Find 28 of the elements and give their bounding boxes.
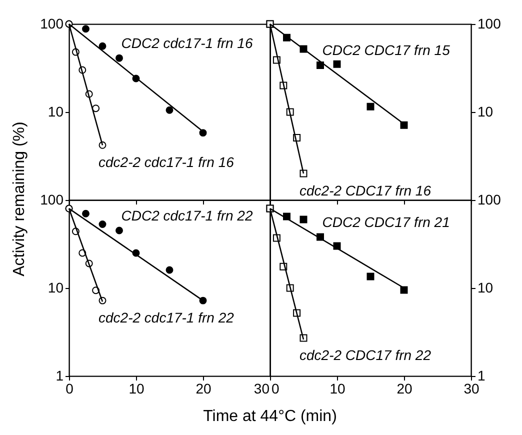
x-tick-label: 20 [196,380,212,396]
y-axis-title: Activity remaining (%) [11,120,29,278]
y-tick-label: 1 [478,368,486,384]
series-label: cdc2-2 cdc17-1 frn 16 [98,154,234,170]
y-tick-label: 100 [40,192,64,208]
y-tick-label: 100 [478,16,502,32]
series-label: cdc2-2 CDC17 frn 16 [300,182,432,199]
series-label: CDC2 cdc17-1 frn 22 [121,208,253,224]
series-label: CDC2 cdc17-1 frn 16 [121,35,253,52]
series-label: CDC2 CDC17 frn 15 [322,42,450,58]
y-tick-label: 100 [40,16,64,32]
series-label: cdc2-2 cdc17-1 frn 22 [98,310,234,326]
y-tick-label: 10 [48,104,64,120]
y-tick-label: 10 [478,280,494,296]
x-tick-label: 20 [396,380,412,396]
y-tick-label: 1 [56,368,64,384]
x-tick-label: 30 [464,380,480,396]
y-tick-label: 100 [478,192,502,208]
x-tick-label: 0 [66,380,74,396]
series-label: CDC2 CDC17 frn 21 [322,214,450,230]
x-tick-label: 10 [330,380,346,396]
x-axis-title: Time at 44°C (min) [202,408,338,426]
x-tick-label: 30 [254,380,270,396]
y-tick-label: 10 [478,104,494,120]
y-tick-label: 10 [48,280,64,296]
series-label: cdc2-2 CDC17 frn 22 [300,347,432,364]
x-tick-label: 10 [128,380,144,396]
x-tick-label: 0 [272,380,280,396]
